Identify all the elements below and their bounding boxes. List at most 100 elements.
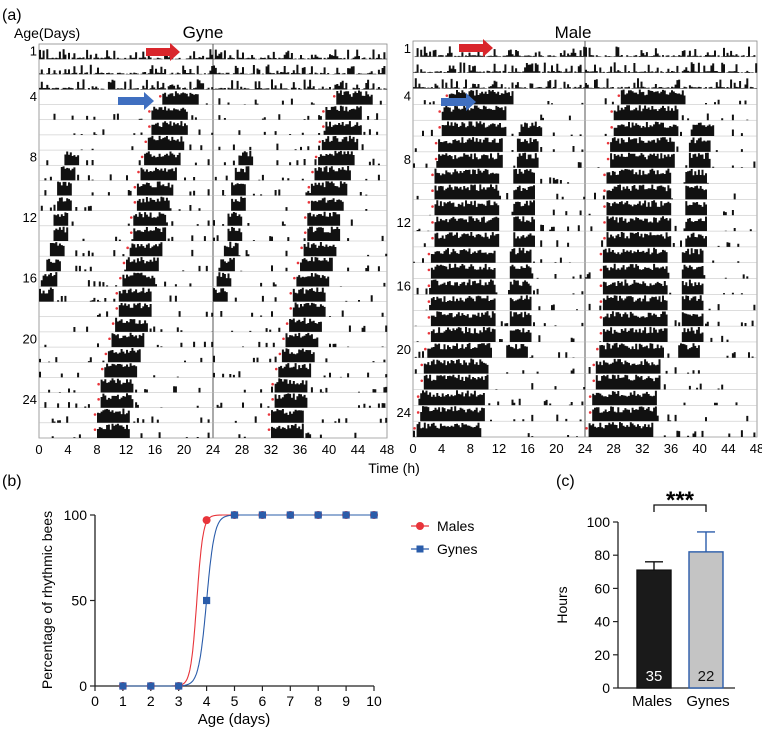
- male-activity: [420, 406, 749, 422]
- male-onset-dot: [427, 300, 431, 303]
- male-x-tick-label: 8: [467, 441, 474, 456]
- male-x-tick-label: 48: [750, 441, 762, 456]
- male-row: [413, 247, 757, 264]
- male-activity: [416, 184, 736, 200]
- b-x-tick-label: 8: [314, 693, 322, 709]
- male-row: [413, 263, 757, 279]
- male-row: [413, 406, 757, 422]
- male-activity: [413, 247, 740, 263]
- male-x-tick-label: 20: [549, 441, 563, 456]
- c-bars: 35 Males 22 Gynes: [632, 531, 730, 710]
- gyne-row: [39, 64, 387, 75]
- gyne-actogram-title: Gyne: [183, 23, 224, 42]
- gyne-age-label: 1: [30, 43, 37, 58]
- male-onset-dot: [617, 94, 621, 97]
- male-onset-dot: [610, 110, 613, 113]
- c-bar-gynes: [688, 551, 724, 689]
- b-x-tick-label: 3: [175, 693, 183, 709]
- male-activity: [425, 295, 756, 311]
- male-onset-dot: [445, 94, 449, 97]
- male-activity: [423, 232, 740, 247]
- b-x-tick-label: 9: [342, 693, 350, 709]
- b-x-ticks: 0 1 2 3 4 5 6 7 8 9 10: [91, 686, 382, 709]
- gyne-blue-arrow-shape: [118, 92, 154, 110]
- gyne-row: [39, 226, 387, 242]
- gyne-onset-dot: [108, 337, 111, 341]
- gyne-onset-dot: [322, 125, 325, 128]
- gyne-onset-dot: [311, 170, 314, 174]
- gyne-activity: [53, 226, 384, 241]
- gyne-row: [39, 241, 388, 257]
- b-point-gynes: [314, 511, 322, 519]
- b-y-tick-label: 0: [79, 678, 87, 694]
- male-onset-dot: [427, 284, 431, 288]
- gyne-red-arrow-shape: [146, 43, 180, 61]
- gyne-onset-dot: [267, 413, 271, 416]
- panel-label-a: (a): [2, 7, 22, 24]
- gyne-row: [39, 79, 388, 90]
- gyne-onset-dot: [111, 322, 115, 325]
- gyne-activity: [53, 105, 379, 120]
- gyne-blue-arrow: [118, 92, 154, 110]
- b-point-males: [202, 516, 211, 525]
- gyne-onset-dot: [144, 140, 148, 144]
- male-onset-dot: [596, 347, 599, 351]
- male-activity: [441, 105, 749, 121]
- male-age-label: 24: [397, 405, 411, 420]
- gyne-row: [39, 196, 387, 211]
- gyne-onset-dot: [148, 125, 151, 128]
- male-row: [413, 374, 757, 390]
- male-x-tick-label: 24: [578, 441, 592, 456]
- gyne-onset-dot: [303, 231, 307, 234]
- c-y-tick-label: 40: [594, 614, 610, 630]
- gyne-activity: [48, 378, 388, 393]
- gyne-x-tick-label: 44: [351, 442, 365, 457]
- gyne-activity: [44, 332, 384, 348]
- male-onset-dot: [603, 205, 606, 208]
- gyne-onset-dot: [133, 185, 137, 189]
- male-onset-dot: [592, 363, 596, 367]
- gyne-row: [39, 348, 387, 363]
- gyne-onset-dot: [303, 216, 307, 219]
- b-x-label: Age (days): [198, 711, 271, 728]
- b-legend: Males Gynes: [411, 518, 477, 557]
- gyne-onset-dot: [274, 367, 278, 371]
- b-x-tick-label: 0: [91, 693, 99, 709]
- panel-label-c: (c): [556, 473, 575, 490]
- male-onset-dot: [603, 189, 606, 192]
- male-onset-dot: [603, 173, 606, 177]
- gyne-onset-dot: [318, 140, 322, 144]
- male-onset-dot: [592, 379, 596, 383]
- male-activity: [430, 263, 749, 279]
- male-x-tick-label: 28: [606, 441, 620, 456]
- gyne-onset-dot: [148, 110, 151, 113]
- male-activity: [423, 374, 724, 390]
- gyne-onset-dot: [293, 276, 296, 280]
- c-y-tick-label: 0: [602, 680, 610, 696]
- male-activity: [413, 62, 758, 73]
- c-y-tick-label: 60: [594, 580, 610, 596]
- gyne-onset-dot: [322, 110, 325, 113]
- gyne-onset-dot: [97, 382, 100, 386]
- gyne-activity: [80, 135, 364, 151]
- male-onset-dot: [427, 268, 431, 272]
- male-x-tick-label: 40: [692, 441, 706, 456]
- male-activity: [434, 168, 709, 184]
- gyne-activity: [40, 196, 368, 211]
- gyne-row: [39, 121, 387, 136]
- male-age-label: 12: [397, 215, 411, 230]
- c-y-tick-label: 20: [594, 647, 610, 663]
- male-age-label: 16: [397, 278, 411, 293]
- male-onset-dot: [606, 141, 610, 145]
- gyne-x-tick-label: 20: [177, 442, 191, 457]
- gyne-onset-dot: [289, 307, 293, 310]
- gyne-activity: [39, 348, 386, 363]
- male-row: [413, 200, 757, 216]
- gyne-age-label: 16: [23, 271, 37, 286]
- gyne-activity: [51, 423, 357, 438]
- male-row: [413, 232, 757, 248]
- gyne-age-label: 20: [23, 331, 37, 346]
- gyne-onset-dot: [307, 201, 311, 204]
- male-age-label: 1: [404, 41, 411, 56]
